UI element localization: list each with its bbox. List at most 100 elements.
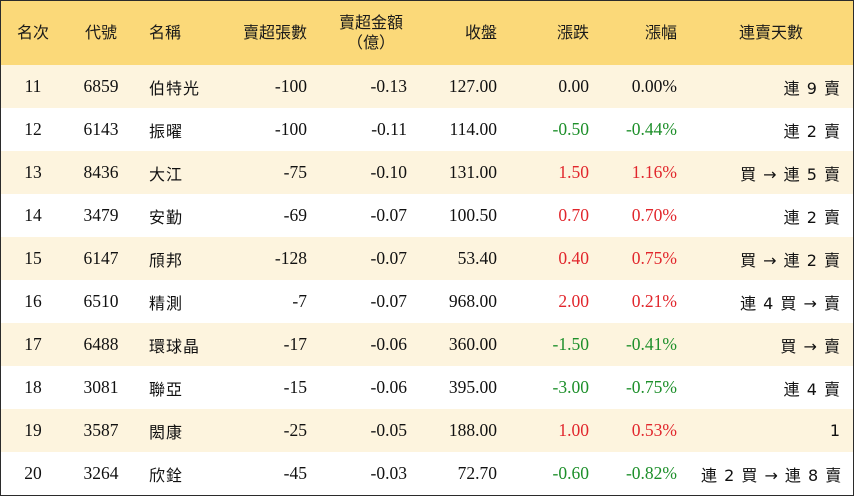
close-cell: 100.50 <box>448 205 497 225</box>
change-cell: 2.00 <box>558 291 589 311</box>
change-cell: -0.60 <box>552 463 589 483</box>
change-pct-cell: 0.53% <box>631 420 677 440</box>
close-cell: 188.00 <box>448 420 497 440</box>
change-cell: -3.00 <box>552 377 589 397</box>
header-code: 代號 <box>84 23 117 42</box>
sell-amount-cell: -0.10 <box>370 162 407 182</box>
change-pct-cell: 0.75% <box>631 248 677 268</box>
streak-cell: 買 → 連 2 賣 <box>740 250 841 270</box>
close-cell: 360.00 <box>448 334 497 354</box>
name-cell: 欣銓 <box>149 465 184 485</box>
change-cell: 0.40 <box>558 248 589 268</box>
close-cell: 53.40 <box>457 248 497 268</box>
rank-cell: 13 <box>24 162 42 182</box>
table-row: 12 6143 振曜 -100 -0.11 114.00 -0.50 -0.44% 連 2 賣 <box>1 108 853 151</box>
header-sell-lots: 賣超張數 <box>242 23 307 42</box>
header-change-pct: 漲幅 <box>644 23 677 42</box>
change-cell: -1.50 <box>552 334 589 354</box>
sell-lots-cell: -69 <box>283 205 307 225</box>
name-cell: 安勤 <box>149 207 184 227</box>
sell-amount-cell: -0.13 <box>370 76 407 96</box>
sell-amount-cell: -0.07 <box>370 205 407 225</box>
name-cell: 頎邦 <box>149 250 184 270</box>
table-row: 14 3479 安勤 -69 -0.07 100.50 0.70 0.70% 連 2 賣 <box>1 194 853 237</box>
header-name: 名稱 <box>149 23 182 42</box>
sell-amount-cell: -0.07 <box>370 248 407 268</box>
change-pct-cell: -0.82% <box>625 463 677 483</box>
change-cell: 0.70 <box>558 205 589 225</box>
header-change: 漲跌 <box>556 23 589 42</box>
rank-cell: 14 <box>24 205 42 225</box>
table-row: 18 3081 聯亞 -15 -0.06 395.00 -3.00 -0.75% 連 4 賣 <box>1 366 853 409</box>
streak-cell: 1 <box>829 421 841 440</box>
header-row: 名次 代號 名稱 賣超張數 賣超金額 （億） 收盤 漲跌 漲幅 連賣天數 <box>1 1 853 65</box>
sell-lots-cell: -75 <box>283 162 307 182</box>
name-cell: 環球晶 <box>149 336 201 356</box>
close-cell: 72.70 <box>457 463 497 483</box>
streak-cell: 連 2 買 → 連 8 賣 <box>701 465 843 485</box>
sell-lots-cell: -15 <box>283 377 307 397</box>
code-cell: 3479 <box>83 205 119 225</box>
rank-cell: 15 <box>24 248 42 268</box>
change-pct-cell: -0.75% <box>625 377 677 397</box>
header-sell-amount: 賣超金額 （億） <box>319 1 419 65</box>
code-cell: 6488 <box>83 334 119 354</box>
sell-lots-cell: -45 <box>283 463 307 483</box>
rank-cell: 11 <box>24 76 42 96</box>
change-pct-cell: -0.44% <box>625 119 677 139</box>
sell-lots-cell: -17 <box>283 334 307 354</box>
name-cell: 閎康 <box>149 422 184 442</box>
header-close: 收盤 <box>464 23 497 42</box>
table-header: 名次 代號 名稱 賣超張數 賣超金額 （億） 收盤 漲跌 漲幅 連賣天數 <box>1 1 853 65</box>
table-row: 19 3587 閎康 -25 -0.05 188.00 1.00 0.53% 1 <box>1 409 853 452</box>
sell-lots-cell: -25 <box>283 420 307 440</box>
header-sell-amount-line2: （億） <box>346 33 395 52</box>
change-pct-cell: 0.70% <box>631 205 677 225</box>
table-row: 20 3264 欣銓 -45 -0.03 72.70 -0.60 -0.82% 連 2 買 → … <box>1 452 853 495</box>
change-pct-cell: 1.16% <box>631 162 677 182</box>
rank-cell: 20 <box>24 463 42 483</box>
code-cell: 6143 <box>83 119 119 139</box>
code-cell: 3587 <box>83 420 119 440</box>
change-cell: -0.50 <box>552 119 589 139</box>
change-pct-cell: 0.00% <box>631 76 677 96</box>
header-streak: 連賣天數 <box>738 23 803 42</box>
change-cell: 0.00 <box>558 76 589 96</box>
change-pct-cell: 0.21% <box>631 291 677 311</box>
sell-amount-cell: -0.11 <box>371 119 407 139</box>
header-sell-amount-line1: 賣超金額 <box>338 13 403 32</box>
table-body: 11 6859 伯特光 -100 -0.13 127.00 0.00 0.00% 連 9 賣 12… <box>1 65 853 495</box>
name-cell: 精測 <box>149 293 184 313</box>
name-cell: 振曜 <box>149 121 184 141</box>
streak-cell: 連 2 賣 <box>783 121 841 141</box>
header-rank: 名次 <box>16 23 49 42</box>
close-cell: 395.00 <box>448 377 497 397</box>
rank-cell: 16 <box>24 291 42 311</box>
streak-cell: 連 9 賣 <box>783 78 841 98</box>
table-row: 15 6147 頎邦 -128 -0.07 53.40 0.40 0.75% 買 → 連 2 賣 <box>1 237 853 280</box>
rank-cell: 12 <box>24 119 42 139</box>
sell-amount-cell: -0.05 <box>370 420 407 440</box>
change-cell: 1.50 <box>558 162 589 182</box>
code-cell: 3264 <box>83 463 119 483</box>
streak-cell: 連 4 買 → 賣 <box>740 293 841 313</box>
name-cell: 聯亞 <box>149 379 184 399</box>
sell-amount-cell: -0.06 <box>370 334 407 354</box>
table-row: 11 6859 伯特光 -100 -0.13 127.00 0.00 0.00% 連 9 賣 <box>1 65 853 108</box>
streak-cell: 連 2 賣 <box>783 207 841 227</box>
close-cell: 114.00 <box>449 119 497 139</box>
sell-lots-cell: -7 <box>292 291 307 311</box>
rank-cell: 17 <box>24 334 42 354</box>
close-cell: 131.00 <box>448 162 497 182</box>
code-cell: 3081 <box>83 377 119 397</box>
rank-cell: 18 <box>24 377 42 397</box>
streak-cell: 連 4 賣 <box>783 379 841 399</box>
close-cell: 127.00 <box>448 76 497 96</box>
streak-cell: 買 → 連 5 賣 <box>740 164 841 184</box>
table-row: 17 6488 環球晶 -17 -0.06 360.00 -1.50 -0.41% 買 → 賣 <box>1 323 853 366</box>
sell-amount-cell: -0.06 <box>370 377 407 397</box>
code-cell: 6510 <box>83 291 119 311</box>
streak-cell: 買 → 賣 <box>780 336 841 356</box>
close-cell: 968.00 <box>448 291 497 311</box>
